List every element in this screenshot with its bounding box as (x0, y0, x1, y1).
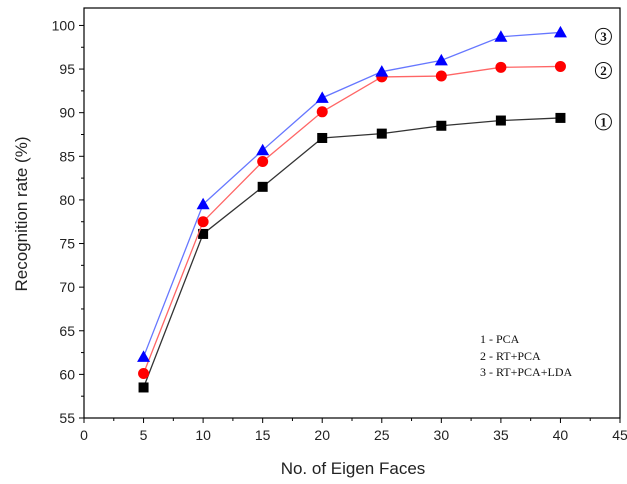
data-point (256, 143, 270, 156)
data-point (495, 115, 506, 126)
x-tick-label: 45 (612, 427, 627, 443)
x-tick-label: 0 (80, 427, 88, 443)
y-axis-title: Recognition rate (%) (12, 137, 31, 292)
y-tick-label: 85 (59, 148, 75, 164)
label-circle (594, 27, 612, 45)
data-point (494, 30, 508, 42)
x-tick-label: 10 (195, 427, 211, 443)
label-number: 1 (600, 114, 607, 129)
x-axis-title: No. of Eigen Faces (281, 459, 426, 478)
series-1 (138, 112, 566, 393)
x-tick-label: 30 (434, 427, 450, 443)
series-layer (137, 25, 567, 393)
data-point (138, 382, 149, 393)
data-point (436, 120, 447, 131)
y-tick-label: 55 (59, 410, 75, 426)
data-point (435, 70, 447, 82)
data-point (554, 60, 566, 72)
data-point (137, 350, 151, 362)
data-point (257, 156, 269, 168)
y-tick-label: 70 (59, 279, 75, 295)
data-point (434, 53, 448, 66)
y-tick-label: 95 (59, 61, 75, 77)
x-tick-label: 5 (140, 427, 148, 443)
data-point (555, 112, 566, 123)
legend: 1 - PCA 2 - RT+PCA 3 - RT+PCA+LDA (480, 332, 572, 379)
data-point (316, 106, 328, 118)
legend-entry-3: 3 - RT+PCA+LDA (480, 365, 572, 379)
y-tick-label: 100 (52, 17, 76, 33)
y-tick-label: 75 (59, 236, 75, 252)
x-tick-label: 20 (314, 427, 330, 443)
label-number: 3 (600, 29, 607, 44)
legend-entry-2: 2 - RT+PCA (480, 349, 541, 363)
x-tick-label: 40 (553, 427, 569, 443)
series-labels: 1 2 3 (594, 27, 612, 131)
series-label-2: 2 (594, 61, 612, 79)
data-point (495, 61, 507, 73)
data-point (553, 25, 567, 38)
series-2 (138, 60, 566, 380)
label-number: 2 (600, 63, 607, 78)
series-line-3 (142, 31, 561, 358)
data-point (197, 216, 209, 228)
x-tick-label: 25 (374, 427, 390, 443)
axes: 0 5 10 15 20 25 30 35 40 45 55 60 65 70 75 80 85 90 95 100 (52, 7, 627, 443)
series-line-2 (142, 65, 561, 374)
y-tick-label: 90 (59, 105, 75, 121)
label-circle (594, 113, 612, 131)
series-3 (137, 25, 567, 362)
data-point (317, 132, 328, 143)
data-point (257, 181, 268, 192)
series-label-1: 1 (594, 113, 612, 131)
x-tick-label: 35 (493, 427, 509, 443)
y-tick-label: 60 (59, 366, 75, 382)
data-point (196, 197, 210, 210)
series-label-3: 3 (594, 27, 612, 45)
y-tick-label: 80 (59, 192, 75, 208)
data-point (376, 128, 387, 139)
data-point (138, 368, 150, 380)
data-point (315, 91, 329, 103)
label-circle (594, 61, 612, 79)
data-point (375, 65, 389, 77)
x-tick-label: 15 (255, 427, 271, 443)
data-point (198, 228, 209, 239)
y-tick-label: 65 (59, 323, 75, 339)
legend-entry-1: 1 - PCA (480, 332, 520, 346)
series-line-1 (142, 117, 561, 388)
